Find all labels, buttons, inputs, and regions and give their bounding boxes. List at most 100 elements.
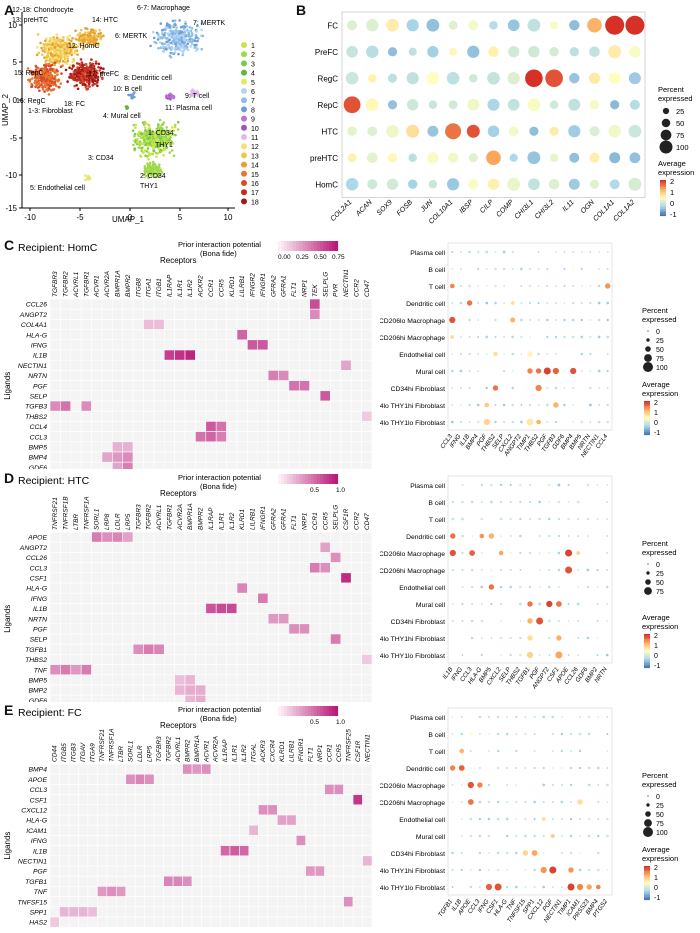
heatmap-cell (80, 380, 92, 392)
umap-point (141, 151, 145, 154)
heatmap-cell (78, 886, 89, 897)
dot (557, 534, 560, 538)
heatmap-cell (267, 298, 279, 310)
dot (572, 250, 575, 254)
dot (520, 404, 523, 406)
row-label: Endothelial cell (399, 817, 445, 824)
umap-point (72, 65, 75, 68)
umap-point (124, 105, 128, 108)
umap-point (190, 27, 194, 30)
heatmap-cell (267, 582, 279, 594)
heatmap-cell (247, 654, 259, 665)
heatmap-cell (305, 773, 316, 785)
dot (555, 285, 557, 287)
dot (577, 637, 579, 639)
heatmap-cell (191, 906, 202, 918)
heatmap-cell (153, 613, 165, 625)
heatmap-cell (174, 441, 186, 453)
heatmap-cell (236, 562, 248, 574)
heatmap-cell (68, 906, 79, 918)
umap-point (80, 61, 84, 64)
heatmap-cell (153, 906, 164, 918)
heatmap-cell (220, 794, 231, 806)
dot (567, 501, 570, 503)
umap-point (196, 94, 200, 97)
colorbar-slice (302, 241, 306, 251)
heatmap-cell (220, 763, 231, 775)
heatmap-cell (60, 421, 72, 432)
heatmap-cell (288, 359, 300, 371)
dot (596, 603, 599, 605)
umap-point (147, 151, 150, 154)
heatmap-cell (330, 431, 342, 443)
heatmap-cell (257, 370, 269, 381)
heatmap-cell (267, 814, 278, 826)
heatmap-cell (205, 613, 217, 625)
heatmap-cell (226, 562, 238, 574)
heatmap-cell (247, 684, 259, 696)
row-label: CD34hi Fibroblast (391, 386, 446, 393)
heatmap-cell (115, 835, 127, 846)
dot (345, 71, 359, 85)
dot (568, 98, 581, 111)
heatmap-cell (314, 773, 325, 785)
heatmap-cell (60, 329, 72, 341)
heatmap-cell (278, 623, 290, 635)
umap-point (88, 62, 92, 65)
ligand-label: PGF (33, 869, 48, 876)
heatmap-cell (106, 886, 117, 897)
heatmap-cell (80, 370, 92, 381)
colorbar-slice (314, 706, 318, 716)
heatmap-cell (319, 531, 331, 543)
dot (346, 45, 358, 58)
row-label: B cell (428, 500, 445, 507)
heatmap-cell (91, 592, 103, 604)
dot (494, 284, 497, 288)
heatmap-cell (59, 814, 70, 826)
dot (488, 584, 495, 590)
heatmap-cell (60, 410, 72, 422)
heatmap-cell (350, 694, 362, 702)
dot (480, 653, 483, 657)
heatmap-cell (295, 794, 307, 806)
umap-point (62, 36, 65, 39)
heatmap-cell (229, 763, 240, 775)
heatmap-cell (248, 845, 259, 857)
heatmap-cell (172, 875, 183, 887)
heatmap-cell (309, 461, 321, 469)
heatmap-cell (122, 613, 134, 625)
heatmap-cell (309, 298, 321, 310)
legend-title: expression (642, 622, 678, 631)
dot (606, 517, 609, 521)
heatmap-cell (49, 784, 60, 795)
umap-point (82, 80, 85, 84)
umap-point (182, 48, 186, 52)
heatmap-cell (309, 592, 321, 604)
heatmap-cell (210, 835, 221, 846)
heatmap-cell (247, 339, 259, 351)
heatmap-cell (220, 865, 231, 877)
heatmap-cell (267, 824, 278, 836)
heatmap-cell (236, 633, 248, 645)
heatmap-cell (49, 339, 61, 351)
heatmap-cell (295, 886, 307, 897)
colorbar-slice (329, 241, 333, 251)
dot (515, 835, 518, 837)
heatmap-cell (352, 814, 363, 826)
heatmap-cell (309, 308, 321, 320)
dot (588, 732, 591, 736)
heatmap-cell (333, 886, 344, 897)
heatmap-cell (220, 855, 231, 867)
colorbar-slice (660, 192, 666, 195)
dot (605, 585, 609, 589)
dot (451, 733, 454, 735)
colorbar-slice (335, 706, 339, 716)
dot (529, 586, 531, 588)
legend-label: 14 (251, 163, 259, 170)
receptor-label: IL1R2 (229, 512, 236, 530)
heatmap-cell (97, 865, 108, 877)
heatmap-cell (343, 886, 354, 897)
heatmap-cell (91, 531, 103, 543)
heatmap-cell (267, 623, 279, 635)
cluster-label: 6-7: Macrophage (137, 5, 190, 12)
